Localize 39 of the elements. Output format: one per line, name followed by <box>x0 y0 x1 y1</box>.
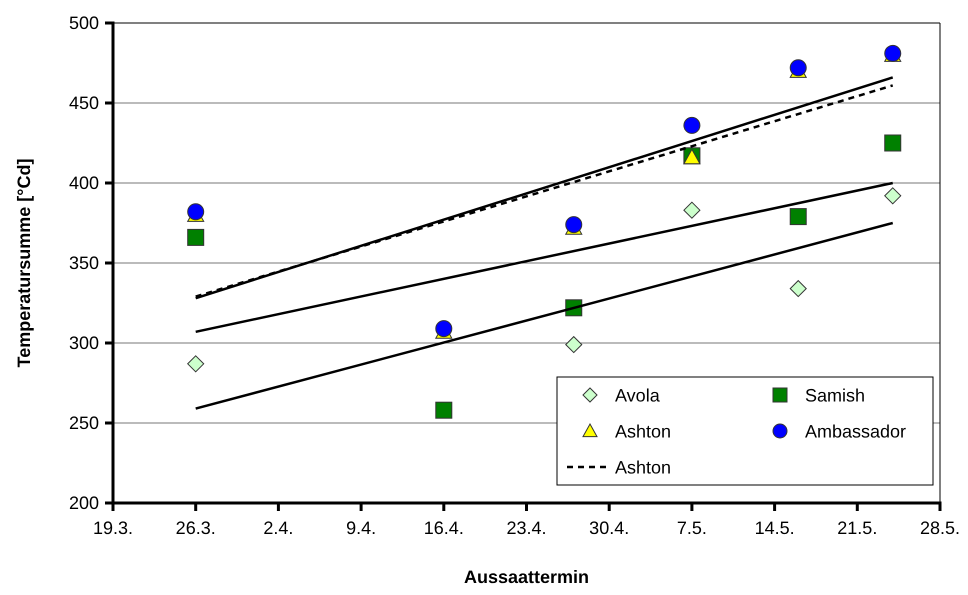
x-tick-label: 14.5. <box>754 518 795 538</box>
x-tick-label: 21.5. <box>837 518 878 538</box>
point <box>884 187 902 204</box>
point <box>790 208 807 226</box>
point <box>187 228 204 246</box>
y-tick-label: 500 <box>68 12 99 33</box>
y-axis-title: Temperatursumme [°Cd] <box>14 158 34 368</box>
x-axis-title: Aussaattermin <box>464 567 590 587</box>
point <box>187 203 204 220</box>
point <box>683 116 700 134</box>
point <box>565 216 582 234</box>
y-tick-label: 200 <box>68 492 99 513</box>
x-tick-label: 16.4. <box>424 518 464 538</box>
point <box>884 134 902 152</box>
legend-label: Ashton <box>615 421 672 442</box>
point <box>435 402 452 419</box>
x-tick-label: 9.4. <box>346 518 376 538</box>
point <box>683 202 700 219</box>
x-tick-label: 30.4. <box>589 518 630 538</box>
y-tick-label: 450 <box>68 92 99 113</box>
y-tick-label: 350 <box>68 252 99 273</box>
y-tick-label: 300 <box>68 332 99 353</box>
legend-label: Ambassador <box>805 421 906 442</box>
x-tick-label: 2.4. <box>263 518 294 538</box>
point <box>187 355 204 372</box>
point <box>435 320 452 338</box>
legend-label: Avola <box>615 385 661 406</box>
point <box>790 59 807 76</box>
legend-label: Ashton <box>615 457 672 478</box>
y-tick-label: 250 <box>68 412 99 433</box>
y-tick-label: 400 <box>68 172 99 193</box>
legend-label: Samish <box>805 385 866 406</box>
x-tick-label: 19.3. <box>92 518 134 538</box>
x-tick-label: 28.5. <box>920 518 960 538</box>
x-tick-label: 23.4. <box>506 518 547 538</box>
point <box>790 280 807 298</box>
x-tick-label: 26.3. <box>176 518 216 538</box>
x-tick-label: 7.5. <box>676 518 707 538</box>
point <box>565 336 582 354</box>
